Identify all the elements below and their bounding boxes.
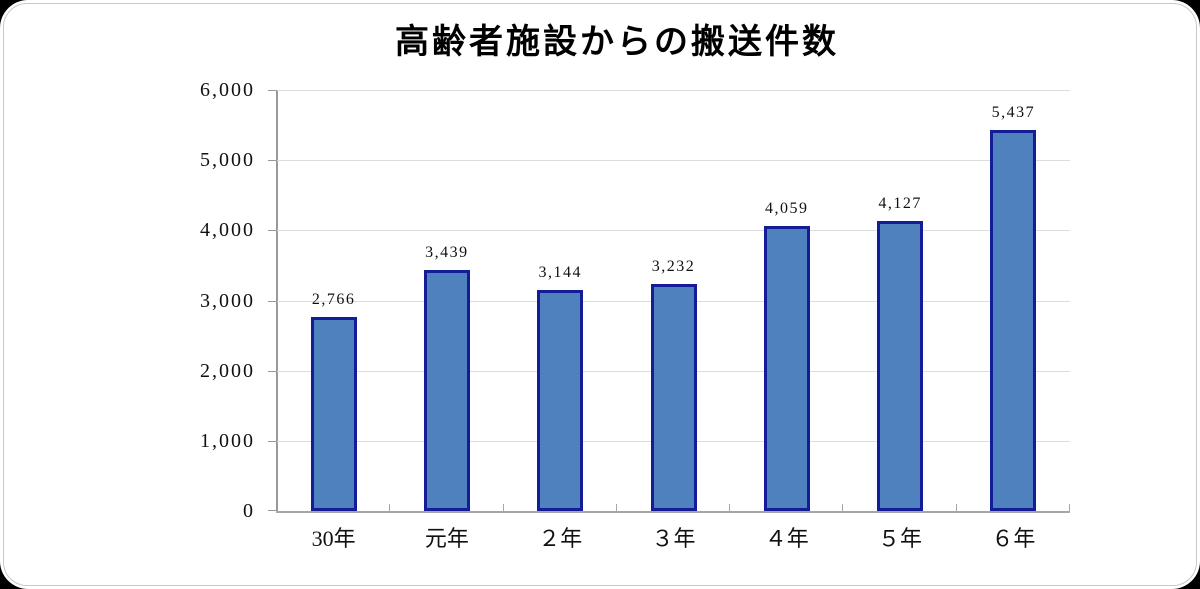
- bar: [650, 284, 697, 511]
- x-axis-label: ２年: [538, 526, 583, 551]
- x-axis-tick: [502, 504, 504, 511]
- bar: [990, 130, 1037, 511]
- y-axis-tick-label: 0: [243, 500, 255, 522]
- y-axis-tick: [268, 300, 276, 302]
- chart-title: 高齢者施設からの搬送件数: [395, 23, 839, 61]
- y-axis-tick: [268, 370, 276, 372]
- y-axis-tick: [268, 160, 276, 162]
- bar-value-label: 3,144: [538, 264, 582, 281]
- gridline: [277, 230, 1070, 232]
- x-axis-tick: [615, 504, 617, 511]
- y-axis-tick: [268, 230, 276, 232]
- bar-value-label: 5,437: [991, 104, 1036, 121]
- y-axis-tick-label: 2,000: [200, 359, 255, 382]
- x-axis-tick: [1069, 504, 1070, 511]
- y-axis-tick-label: 5,000: [200, 149, 255, 172]
- x-axis-tick: [842, 504, 844, 511]
- y-axis-tick-label: 3,000: [200, 289, 255, 312]
- y-axis-tick: [268, 440, 276, 442]
- bar-value-label: 3,232: [651, 258, 696, 275]
- x-axis-tick: [389, 504, 391, 511]
- x-axis-label: ３年: [651, 526, 696, 551]
- bar-value-label: 2,766: [311, 291, 356, 308]
- bar: [537, 290, 584, 511]
- x-axis-label: 30年: [311, 526, 356, 551]
- y-axis-tick-label: 4,000: [200, 219, 255, 242]
- x-axis-label: ６年: [991, 526, 1036, 551]
- y-axis-tick: [268, 510, 276, 511]
- y-axis-tick-label: 1,000: [200, 429, 255, 452]
- x-axis-label: ４年: [764, 526, 809, 551]
- gridline: [277, 90, 1070, 91]
- x-axis-line: [276, 511, 1070, 513]
- x-axis-label: 元年: [424, 526, 469, 551]
- bar-value-label: 4,127: [878, 195, 922, 212]
- plot-area: 0 1,000 2,000 3,000 4,000 5,000 6,000 2,766 30年 3…: [200, 80, 1070, 551]
- gridline: [277, 160, 1070, 162]
- x-axis-tick: [955, 504, 957, 511]
- bar: [877, 221, 924, 511]
- bar-value-label: 3,439: [425, 244, 469, 261]
- bar: [310, 317, 357, 511]
- bar-value-label: 4,059: [765, 200, 809, 217]
- x-axis-tick: [729, 504, 731, 511]
- x-axis-label: ５年: [878, 526, 923, 551]
- y-axis-tick: [268, 90, 276, 91]
- y-axis-tick-label: 6,000: [200, 79, 255, 101]
- bar: [423, 270, 470, 511]
- bar: [763, 226, 810, 511]
